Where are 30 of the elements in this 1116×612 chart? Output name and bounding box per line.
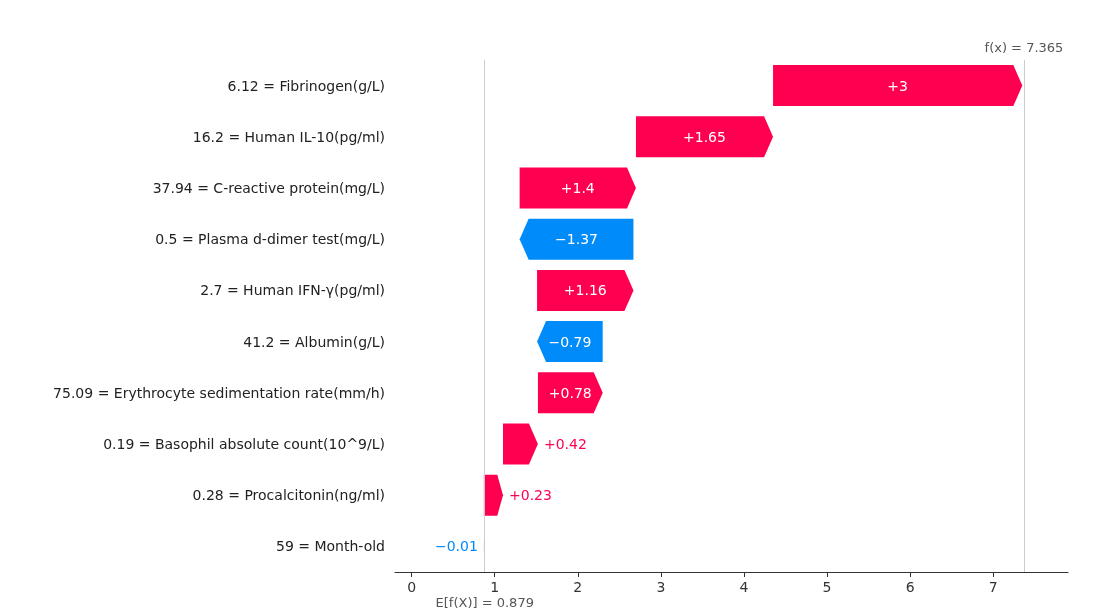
data-label: +0.78 (548, 384, 592, 401)
y-tick-label: 0.28 = Procalcitonin(ng/ml) (192, 487, 385, 504)
x-tick-label: 4 (739, 579, 749, 595)
data-label: −0.79 (548, 333, 592, 350)
x-tick-label: 1 (490, 579, 500, 595)
data-label: +0.42 (543, 436, 587, 452)
data-label: +3 (887, 77, 908, 94)
ref-line-label: f(x) = 7.365 (984, 40, 1064, 55)
y-tick-label: 75.09 = Erythrocyte sedimentation rate(mm/h) (53, 384, 385, 401)
y-tick-label: 16.2 = Human IL-10(pg/ml) (192, 128, 385, 145)
x-tick-label: 5 (822, 579, 832, 595)
y-tick-label: 2.7 = Human IFN-γ(pg/ml) (200, 282, 385, 299)
data-label: −0.01 (435, 538, 478, 555)
x-tick-label: 0 (407, 579, 417, 595)
y-tick-label: 6.12 = Fibrinogen(g/L) (227, 77, 385, 94)
x-tick-label: 7 (988, 579, 998, 595)
x-tick-label: 2 (573, 579, 583, 595)
data-label: +1.4 (560, 180, 595, 196)
x-tick-label: 6 (905, 579, 915, 595)
data-label: +1.65 (683, 128, 726, 145)
data-label: +0.23 (509, 487, 552, 504)
y-tick-label: 41.2 = Albumin(g/L) (243, 333, 385, 350)
data-label: −1.37 (555, 231, 598, 248)
ref-line-label: E[f(X)] = 0.879 (435, 595, 534, 610)
y-tick-label: 37.94 = C-reactive protein(mg/L) (152, 180, 385, 196)
data-label: +1.16 (563, 282, 607, 299)
y-tick-label: 0.5 = Plasma d-dimer test(mg/L) (155, 231, 385, 248)
y-tick-label: 0.19 = Basophil absolute count(10^9/L) (103, 436, 385, 452)
y-tick-label: 59 = Month-old (276, 538, 385, 555)
x-tick-label: 3 (656, 579, 666, 595)
